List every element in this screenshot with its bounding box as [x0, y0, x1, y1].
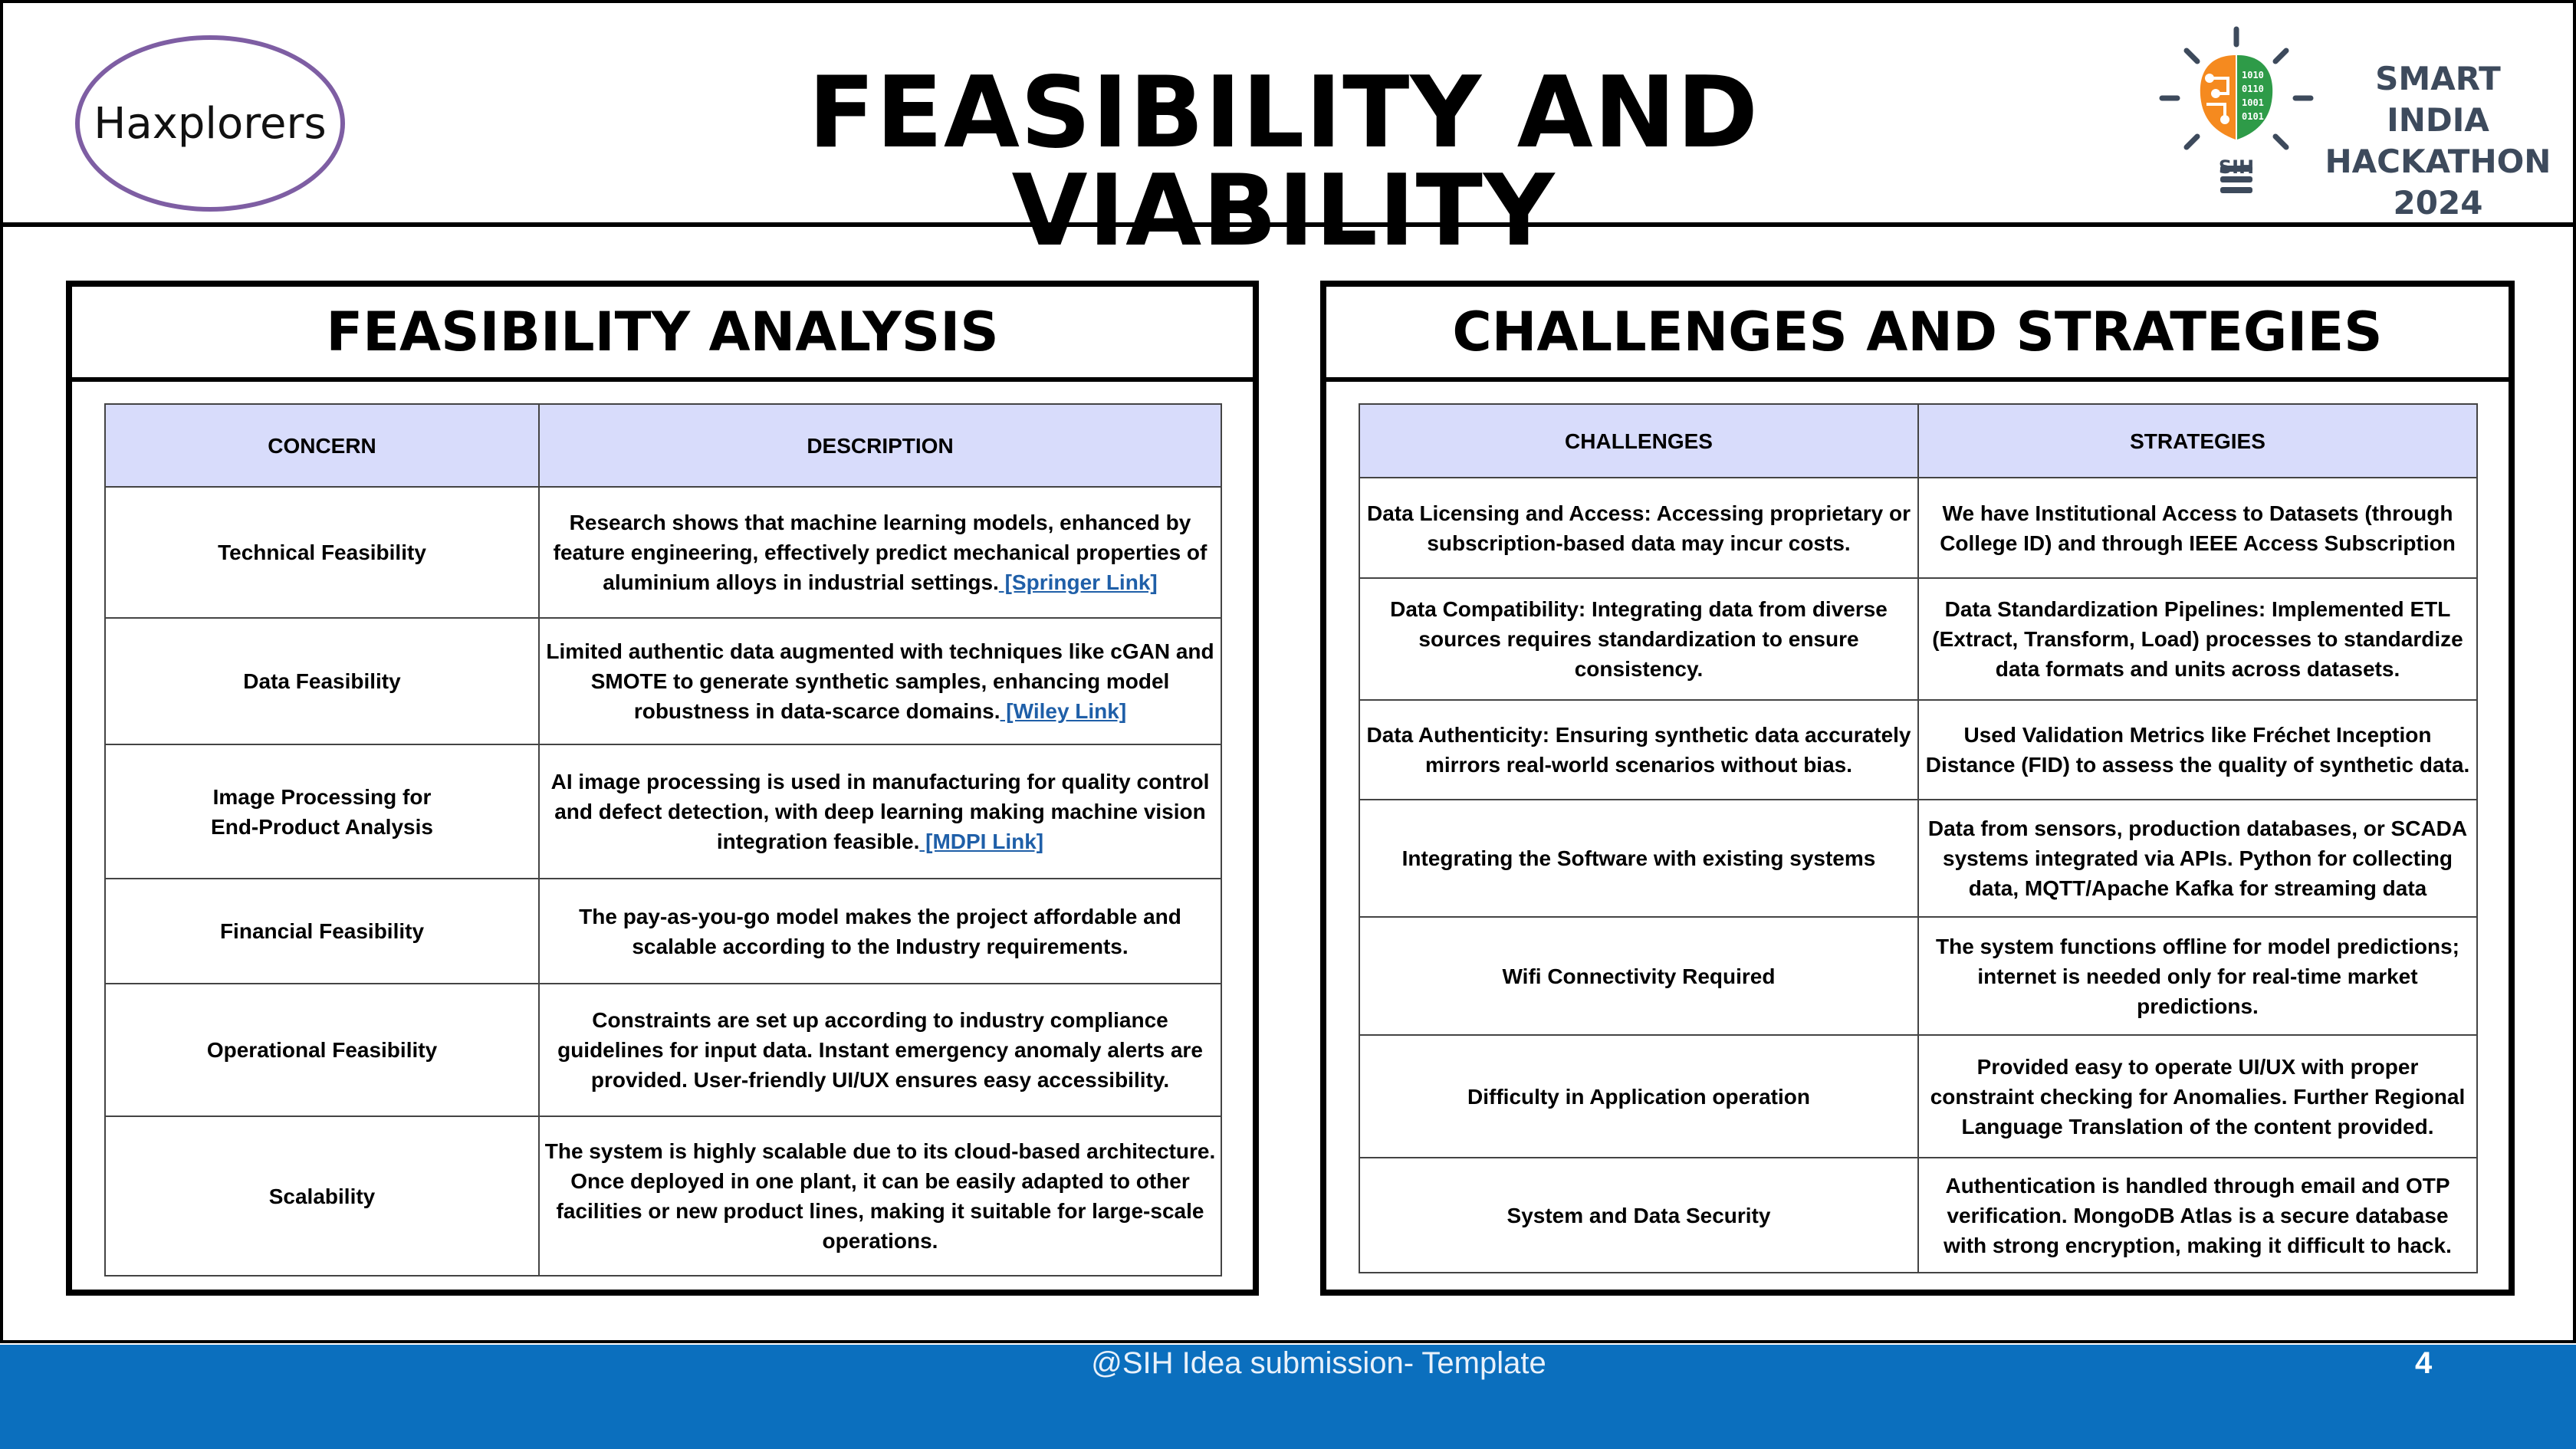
feasibility-title: FEASIBILITY ANALYSIS	[72, 287, 1253, 382]
column-header-challenges: CHALLENGES	[1359, 403, 1919, 478]
description-cell: The system is highly scalable due to its…	[538, 1116, 1222, 1276]
strategy-cell: Used Validation Metrics like Fréchet Inc…	[1917, 699, 2478, 800]
table-row: Difficulty in Application operation Prov…	[1359, 1034, 2478, 1158]
strategy-cell: We have Institutional Access to Datasets…	[1917, 477, 2478, 579]
page-title: FEASIBILITY AND VIABILITY	[807, 56, 1760, 268]
footer-bar	[0, 1345, 2576, 1449]
table-row: Data Licensing and Access: Accessing pro…	[1359, 477, 2478, 579]
concern-cell: Image Processing for End-Product Analysi…	[104, 744, 540, 879]
concern-cell: Scalability	[104, 1116, 540, 1276]
challenge-cell: Data Authenticity: Ensuring synthetic da…	[1359, 699, 1919, 800]
wiley-link[interactable]: [Wiley Link]	[1000, 699, 1127, 723]
column-header-strategies: STRATEGIES	[1917, 403, 2478, 478]
challenge-cell: Integrating the Software with existing s…	[1359, 799, 1919, 918]
strategy-cell: Data Standardization Pipelines: Implemen…	[1917, 577, 2478, 701]
challenge-cell: Data Compatibility: Integrating data fro…	[1359, 577, 1919, 701]
description-cell: Limited authentic data augmented with te…	[538, 617, 1222, 745]
table-row: Financial Feasibility The pay-as-you-go …	[104, 878, 1222, 984]
table-row: Operational Feasibility Constraints are …	[104, 983, 1222, 1117]
description-text: Limited authentic data augmented with te…	[546, 639, 1214, 723]
table-row: Technical Feasibility Research shows tha…	[104, 486, 1222, 619]
sih-line-1: SMART INDIA	[2375, 60, 2501, 139]
feasibility-panel: FEASIBILITY ANALYSIS CONCERN DESCRIPTION…	[66, 281, 1259, 1296]
table-header-row: CHALLENGES STRATEGIES	[1359, 403, 2478, 478]
challenges-panel: CHALLENGES AND STRATEGIES CHALLENGES STR…	[1320, 281, 2515, 1296]
svg-text:1001: 1001	[2242, 97, 2264, 108]
description-cell: AI image processing is used in manufactu…	[538, 744, 1222, 879]
feasibility-table: CONCERN DESCRIPTION Technical Feasibilit…	[104, 403, 1222, 1276]
concern-cell: Technical Feasibility	[104, 486, 540, 619]
description-cell: The pay-as-you-go model makes the projec…	[538, 878, 1222, 984]
table-row: Scalability The system is highly scalabl…	[104, 1116, 1222, 1276]
page-number: 4	[2415, 1346, 2433, 1380]
strategy-cell: Data from sensors, production databases,…	[1917, 799, 2478, 918]
sih-logo-text: SMART INDIA HACKATHON 2024	[2323, 58, 2553, 224]
concern-cell: Operational Feasibility	[104, 983, 540, 1117]
sih-line-2: HACKATHON	[2325, 143, 2551, 180]
challenge-cell: System and Data Security	[1359, 1157, 1919, 1273]
svg-text:0101: 0101	[2242, 111, 2264, 122]
sih-bulb-brain-icon: 1010 0110 1001 0101	[2159, 26, 2314, 193]
strategy-cell: The system functions offline for model p…	[1917, 916, 2478, 1036]
description-text: Research shows that machine learning mod…	[553, 511, 1208, 594]
challenge-cell: Difficulty in Application operation	[1359, 1034, 1919, 1158]
column-header-concern: CONCERN	[104, 403, 540, 488]
table-header-row: CONCERN DESCRIPTION	[104, 403, 1222, 488]
team-name-badge: Haxplorers	[75, 35, 345, 212]
strategy-cell: Provided easy to operate UI/UX with prop…	[1917, 1034, 2478, 1158]
svg-text:1010: 1010	[2242, 70, 2264, 80]
table-row: Image Processing for End-Product Analysi…	[104, 744, 1222, 879]
description-cell: Constraints are set up according to indu…	[538, 983, 1222, 1117]
challenges-title: CHALLENGES AND STRATEGIES	[1326, 287, 2509, 382]
table-row: Data Authenticity: Ensuring synthetic da…	[1359, 699, 2478, 800]
challenge-cell: Wifi Connectivity Required	[1359, 916, 1919, 1036]
table-row: Data Compatibility: Integrating data fro…	[1359, 577, 2478, 701]
header: Haxplorers FEASIBILITY AND VIABILITY 101…	[3, 3, 2573, 261]
svg-text:0110: 0110	[2242, 84, 2264, 94]
table-row: Data Feasibility Limited authentic data …	[104, 617, 1222, 745]
sih-logo-badge: SIH	[2218, 156, 2255, 178]
footer-text: @SIH Idea submission- Template	[1091, 1346, 1546, 1380]
column-header-description: DESCRIPTION	[538, 403, 1222, 488]
strategy-cell: Authentication is handled through email …	[1917, 1157, 2478, 1273]
table-row: Integrating the Software with existing s…	[1359, 799, 2478, 918]
challenge-cell: Data Licensing and Access: Accessing pro…	[1359, 477, 1919, 579]
mdpi-link[interactable]: [MDPI Link]	[919, 830, 1044, 853]
description-text: AI image processing is used in manufactu…	[550, 770, 1210, 853]
table-row: System and Data Security Authentication …	[1359, 1157, 2478, 1273]
springer-link[interactable]: [Springer Link]	[998, 570, 1158, 594]
concern-cell: Financial Feasibility	[104, 878, 540, 984]
challenges-table: CHALLENGES STRATEGIES Data Licensing and…	[1359, 403, 2478, 1273]
sih-line-3: 2024	[2393, 184, 2483, 222]
concern-cell: Data Feasibility	[104, 617, 540, 745]
table-row: Wifi Connectivity Required The system fu…	[1359, 916, 2478, 1036]
description-cell: Research shows that machine learning mod…	[538, 486, 1222, 619]
